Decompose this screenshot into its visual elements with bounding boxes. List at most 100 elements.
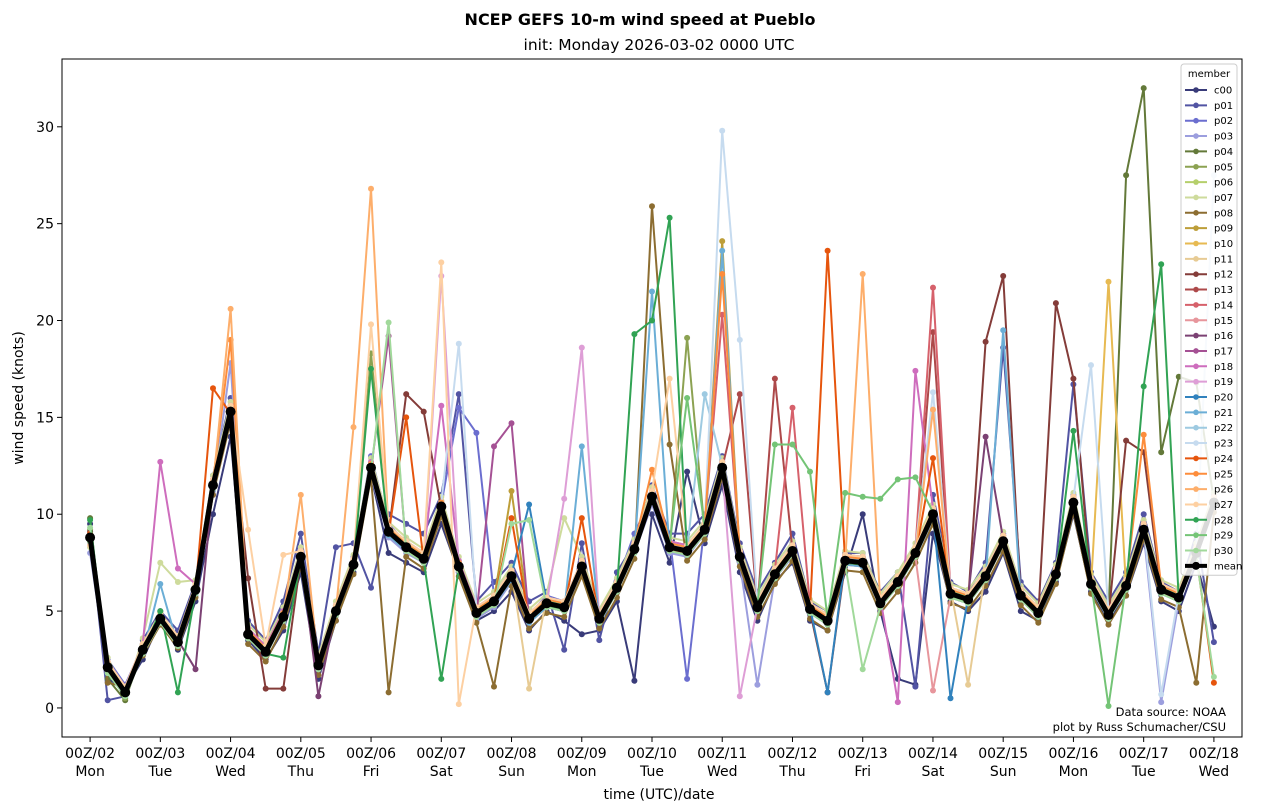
- y-tick-label: 0: [45, 701, 54, 717]
- legend-label: p29: [1214, 531, 1233, 542]
- data-point: [403, 414, 410, 421]
- legend-swatch-marker: [1193, 486, 1199, 492]
- legend-swatch-marker: [1193, 117, 1199, 124]
- y-tick-label: 15: [36, 410, 54, 426]
- legend-label: p13: [1214, 285, 1233, 296]
- mean-point: [471, 608, 482, 618]
- data-point: [965, 681, 972, 688]
- legend-label: p04: [1214, 147, 1233, 158]
- x-tick-time-label: 00Z/18: [1189, 746, 1239, 762]
- mean-point: [945, 588, 956, 599]
- data-point: [578, 540, 585, 547]
- legend-swatch-marker: [1193, 179, 1199, 185]
- y-tick-label: 20: [36, 314, 54, 330]
- data-point: [491, 443, 497, 450]
- legend-item-p26: p26: [1185, 485, 1233, 496]
- mean-point: [998, 536, 1009, 547]
- legend-swatch-marker: [1193, 163, 1199, 170]
- data-point: [262, 658, 269, 665]
- legend-swatch-marker: [1193, 532, 1199, 538]
- legend-item-p06: p06: [1185, 178, 1233, 189]
- legend-item-p05: p05: [1185, 162, 1233, 173]
- data-point: [438, 675, 445, 682]
- data-point: [684, 675, 691, 682]
- data-point: [245, 575, 252, 582]
- x-tick-time-label: 00Z/15: [978, 746, 1028, 762]
- data-point: [859, 666, 866, 673]
- data-point: [473, 619, 480, 626]
- mean-point: [805, 604, 815, 615]
- data-point: [403, 391, 410, 398]
- data-point: [1175, 373, 1182, 380]
- data-point: [245, 641, 252, 647]
- x-tick-day-label: Mon: [1059, 764, 1089, 780]
- x-tick-time-label: 00Z/10: [627, 746, 677, 762]
- x-tick-day-label: Sun: [498, 764, 525, 780]
- data-point: [385, 689, 392, 696]
- data-point: [403, 553, 410, 560]
- mean-point: [576, 561, 587, 572]
- data-point: [561, 646, 568, 653]
- data-point: [368, 584, 374, 591]
- legend-swatch-marker: [1193, 440, 1199, 446]
- legend-swatch-marker: [1193, 225, 1199, 231]
- data-point: [666, 441, 673, 448]
- data-point: [684, 557, 691, 564]
- legend-item-mean: mean: [1185, 561, 1242, 572]
- data-point: [1210, 679, 1217, 686]
- x-tick-day-label: Wed: [215, 764, 246, 780]
- data-point: [157, 559, 164, 566]
- mean-point: [436, 501, 447, 512]
- mean-point: [208, 480, 218, 491]
- legend-label: p01: [1214, 101, 1233, 112]
- mean-point: [1086, 579, 1096, 589]
- legend-swatch-marker: [1193, 424, 1199, 431]
- legend-label: p06: [1214, 178, 1233, 189]
- data-point: [789, 404, 796, 411]
- legend-item-c00: c00: [1185, 86, 1232, 97]
- x-tick-time-label: 00Z/08: [487, 746, 537, 762]
- data-point: [596, 625, 603, 632]
- data-point: [912, 683, 919, 690]
- data-point: [455, 391, 462, 398]
- data-point: [491, 683, 497, 690]
- data-point: [368, 321, 374, 328]
- mean-point: [137, 644, 148, 655]
- legend-item-p17: p17: [1185, 346, 1233, 357]
- data-point: [754, 681, 761, 688]
- legend-label: p07: [1214, 193, 1233, 204]
- data-point: [859, 511, 866, 518]
- mean-point: [1138, 524, 1149, 535]
- data-point: [262, 685, 269, 692]
- legend-item-p24: p24: [1185, 454, 1233, 465]
- data-point: [245, 526, 252, 533]
- legend-label: p10: [1214, 239, 1233, 250]
- x-tick-time-label: 00Z/03: [135, 746, 185, 762]
- data-point: [1140, 85, 1147, 92]
- legend-item-p16: p16: [1185, 331, 1233, 342]
- legend-swatch-marker: [1193, 470, 1199, 477]
- mean-point: [102, 662, 113, 673]
- data-point: [1123, 172, 1130, 179]
- data-point: [596, 637, 603, 644]
- data-point: [1193, 679, 1200, 686]
- data-point: [894, 699, 901, 706]
- legend-label: p28: [1214, 515, 1233, 526]
- data-point: [1158, 449, 1165, 456]
- legend-swatch-marker: [1193, 394, 1199, 400]
- x-tick-day-label: Thu: [287, 764, 314, 780]
- mean-point: [172, 637, 183, 648]
- data-point: [701, 391, 708, 398]
- mean-point: [489, 596, 499, 607]
- data-point: [736, 693, 743, 700]
- data-point: [210, 385, 216, 392]
- legend-item-p01: p01: [1185, 101, 1233, 112]
- legend-swatch-marker: [1193, 87, 1199, 93]
- data-point: [930, 389, 936, 396]
- data-point: [526, 501, 533, 508]
- data-point: [1140, 511, 1147, 518]
- data-point: [1035, 619, 1042, 626]
- data-point: [157, 458, 164, 465]
- data-point: [1052, 300, 1059, 307]
- data-point: [684, 395, 691, 401]
